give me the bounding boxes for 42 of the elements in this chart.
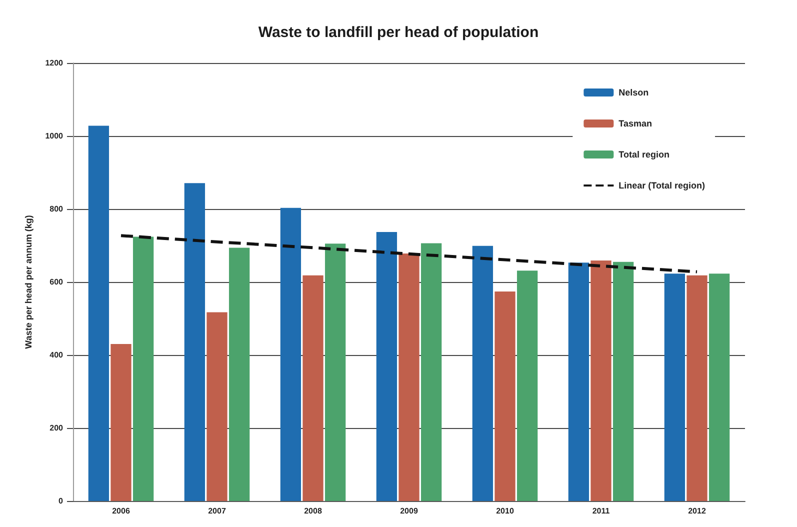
y-tick-label: 400	[50, 350, 64, 360]
y-tick-label: 1200	[45, 58, 64, 68]
bar	[664, 274, 686, 501]
x-tick-label: 2006	[112, 506, 130, 516]
bar	[228, 248, 250, 501]
legend-label: Linear (Total region)	[618, 180, 706, 190]
bar	[420, 243, 442, 501]
chart-title: Waste to landfill per head of population	[258, 24, 539, 41]
y-tick-label: 1000	[45, 132, 64, 140]
y-tick-label: 600	[50, 278, 64, 286]
bar	[88, 126, 110, 501]
legend-label: Total region	[618, 150, 670, 160]
bar	[398, 254, 420, 501]
bar	[132, 236, 154, 501]
bar	[686, 275, 708, 501]
x-tick-label: 2010	[496, 506, 514, 516]
bar	[302, 275, 324, 501]
bar	[472, 246, 494, 501]
bar	[612, 262, 634, 501]
bar	[708, 274, 730, 501]
y-tick-label: 200	[50, 424, 64, 432]
bar	[494, 291, 516, 501]
bar	[280, 208, 302, 501]
bar	[568, 262, 590, 501]
bar	[590, 260, 612, 501]
bar	[110, 344, 132, 501]
x-tick-label: 2009	[400, 506, 418, 516]
y-tick-label: 0	[58, 496, 64, 506]
bar	[206, 312, 228, 501]
bar	[376, 232, 398, 501]
legend-label: Tasman	[618, 118, 652, 128]
line-series	[120, 234, 698, 274]
legend-label: Nelson	[618, 88, 649, 98]
x-tick-label: 2012	[688, 506, 706, 516]
bar	[324, 244, 346, 501]
x-tick-label: 2007	[208, 506, 226, 516]
x-tick-label: 2008	[304, 506, 322, 516]
y-axis-title: Waste per head per annum (kg)	[24, 215, 34, 349]
x-tick-label: 2011	[592, 506, 610, 516]
bar	[516, 270, 538, 501]
y-tick-label: 800	[50, 204, 64, 214]
bar	[184, 183, 206, 501]
